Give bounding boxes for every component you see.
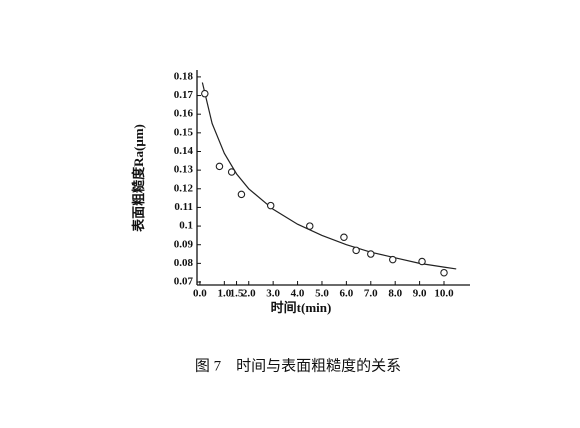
y-tick-label: 0.09 xyxy=(174,238,194,250)
data-point xyxy=(389,255,397,264)
y-tick-label: 0.12 xyxy=(174,182,194,194)
x-tick-label: 1.5 xyxy=(230,288,244,300)
data-point xyxy=(352,246,360,255)
y-tick-label: 0.14 xyxy=(174,145,194,157)
y-tick-label: 0.17 xyxy=(174,89,194,101)
y-tick-label: 0.07 xyxy=(174,276,194,288)
x-tick-label: 1.0 xyxy=(217,288,231,300)
x-tick-label: 4.0 xyxy=(291,288,305,300)
data-point xyxy=(367,250,375,258)
x-tick-label: 9.0 xyxy=(413,288,427,300)
data-point xyxy=(215,162,224,171)
y-tick-label: 0.16 xyxy=(174,108,194,120)
x-axis-label: 时间t(min) xyxy=(271,300,332,315)
x-tick-label: 5.0 xyxy=(315,288,329,300)
x-tick-label: 0.0 xyxy=(193,288,207,300)
data-point xyxy=(237,190,246,199)
x-tick-label: 6.0 xyxy=(340,288,354,300)
y-axis-label: 表面粗糙度Ra(μm) xyxy=(131,124,146,233)
x-tick-label: 10.0 xyxy=(434,288,454,300)
y-tick-label: 0.13 xyxy=(174,164,194,176)
data-point xyxy=(440,268,448,277)
y-tick-label: 0.08 xyxy=(174,257,194,269)
y-tick-label: 0.18 xyxy=(174,70,194,82)
x-tick-label: 2.0 xyxy=(242,288,256,300)
caption: 图 7 时间与表面粗糙度的关系 xyxy=(195,357,401,374)
data-point xyxy=(201,89,209,98)
fit-curve xyxy=(201,82,457,270)
data-point xyxy=(266,201,275,210)
x-tick-label: 3.0 xyxy=(266,288,280,300)
x-tick-label: 7.0 xyxy=(364,288,378,300)
y-tick-label: 0.11 xyxy=(174,201,193,213)
y-tick-label: 0.15 xyxy=(174,126,194,138)
data-point xyxy=(340,233,348,242)
data-point xyxy=(418,257,426,266)
x-tick-label: 8.0 xyxy=(388,288,402,300)
data-point xyxy=(306,222,314,230)
y-tick-label: 0.1 xyxy=(179,220,193,232)
data-point xyxy=(227,168,236,176)
